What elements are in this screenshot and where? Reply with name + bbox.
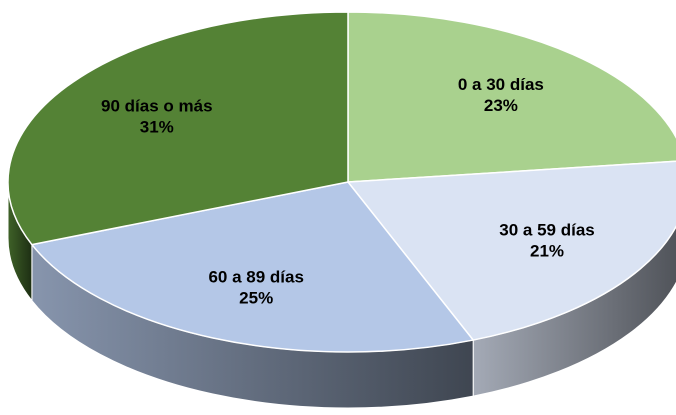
slice-label: 30 a 59 días	[499, 220, 594, 239]
value-label: 31%	[140, 118, 174, 137]
slice	[347, 11, 676, 183]
value-label: 23%	[484, 96, 518, 115]
slice	[7, 11, 349, 246]
slice	[30, 181, 475, 353]
value-label: 25%	[239, 289, 273, 308]
slice	[346, 160, 676, 341]
slice-label: 0 a 30 días	[458, 75, 544, 94]
slice-label: 90 días o más	[101, 97, 213, 116]
value-label: 21%	[530, 241, 564, 260]
slice-label: 60 a 89 días	[208, 268, 303, 287]
